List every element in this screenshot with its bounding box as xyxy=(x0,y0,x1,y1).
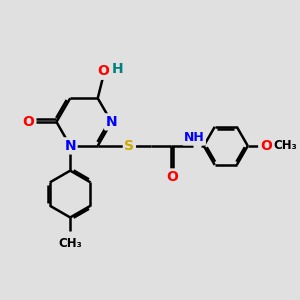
Text: NH: NH xyxy=(184,131,205,144)
Text: H: H xyxy=(112,62,124,76)
Text: N: N xyxy=(106,115,117,129)
Text: CH₃: CH₃ xyxy=(273,140,297,152)
Text: CH₃: CH₃ xyxy=(58,237,82,250)
Text: O: O xyxy=(260,139,272,153)
Text: O: O xyxy=(166,170,178,184)
Text: O: O xyxy=(97,64,109,78)
Text: S: S xyxy=(124,139,134,153)
Text: N: N xyxy=(64,139,76,153)
Text: O: O xyxy=(22,115,34,129)
